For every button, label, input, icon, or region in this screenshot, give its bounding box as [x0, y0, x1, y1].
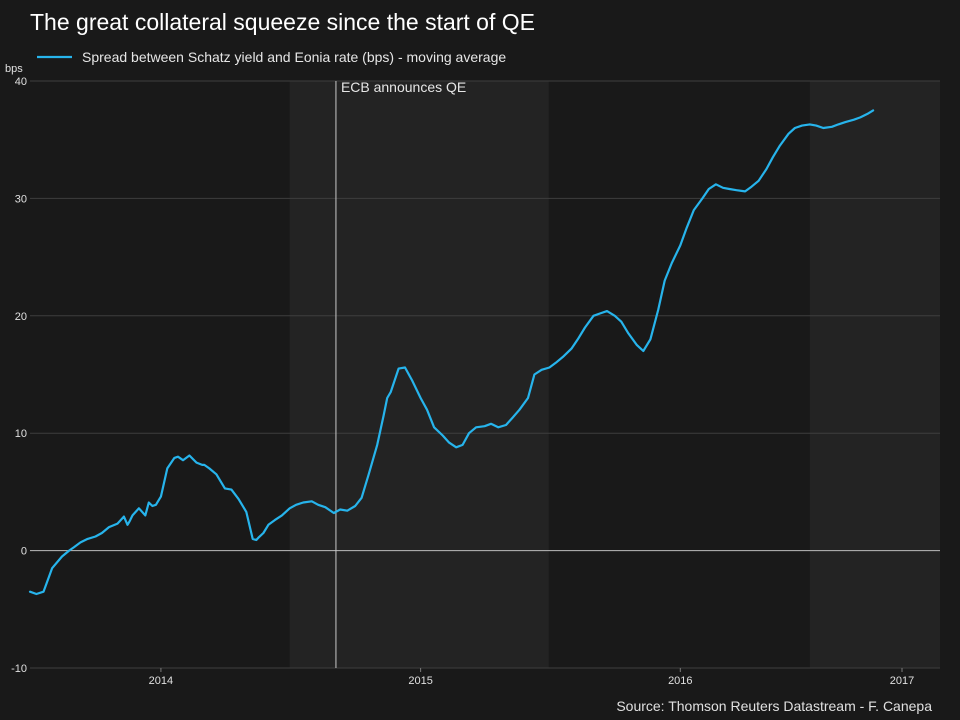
- annotation-group: ECB announces QE: [335, 79, 466, 668]
- y-axis-unit: bps: [5, 63, 23, 75]
- legend-label: Spread between Schatz yield and Eonia ra…: [82, 49, 506, 65]
- shaded-band-0: [289, 81, 549, 668]
- y-tick-label: 0: [21, 546, 27, 558]
- x-tick-label: 2016: [668, 675, 692, 687]
- x-tick-label: 2014: [149, 675, 173, 687]
- y-axis-ticks: -10 0 10 20 30 40: [11, 76, 27, 675]
- series-line: [28, 109, 875, 596]
- y-tick-label: 20: [15, 311, 27, 323]
- y-tick-label: -10: [11, 663, 27, 675]
- y-tick-label: 10: [15, 428, 27, 440]
- x-tick-label: 2015: [408, 675, 432, 687]
- y-tick-label: 30: [15, 193, 27, 205]
- chart-title: The great collateral squeeze since the s…: [30, 9, 535, 35]
- shaded-bands: [289, 81, 940, 668]
- shaded-band-1: [809, 81, 940, 668]
- annotation-label: ECB announces QE: [341, 79, 466, 95]
- x-tick-label: 2017: [890, 675, 914, 687]
- x-axis-ticks: 2014 2015 2016 2017: [149, 668, 914, 687]
- source-note: Source: Thomson Reuters Datastream - F. …: [616, 698, 932, 714]
- y-tick-label: 40: [15, 76, 27, 88]
- gridlines: [30, 80, 940, 669]
